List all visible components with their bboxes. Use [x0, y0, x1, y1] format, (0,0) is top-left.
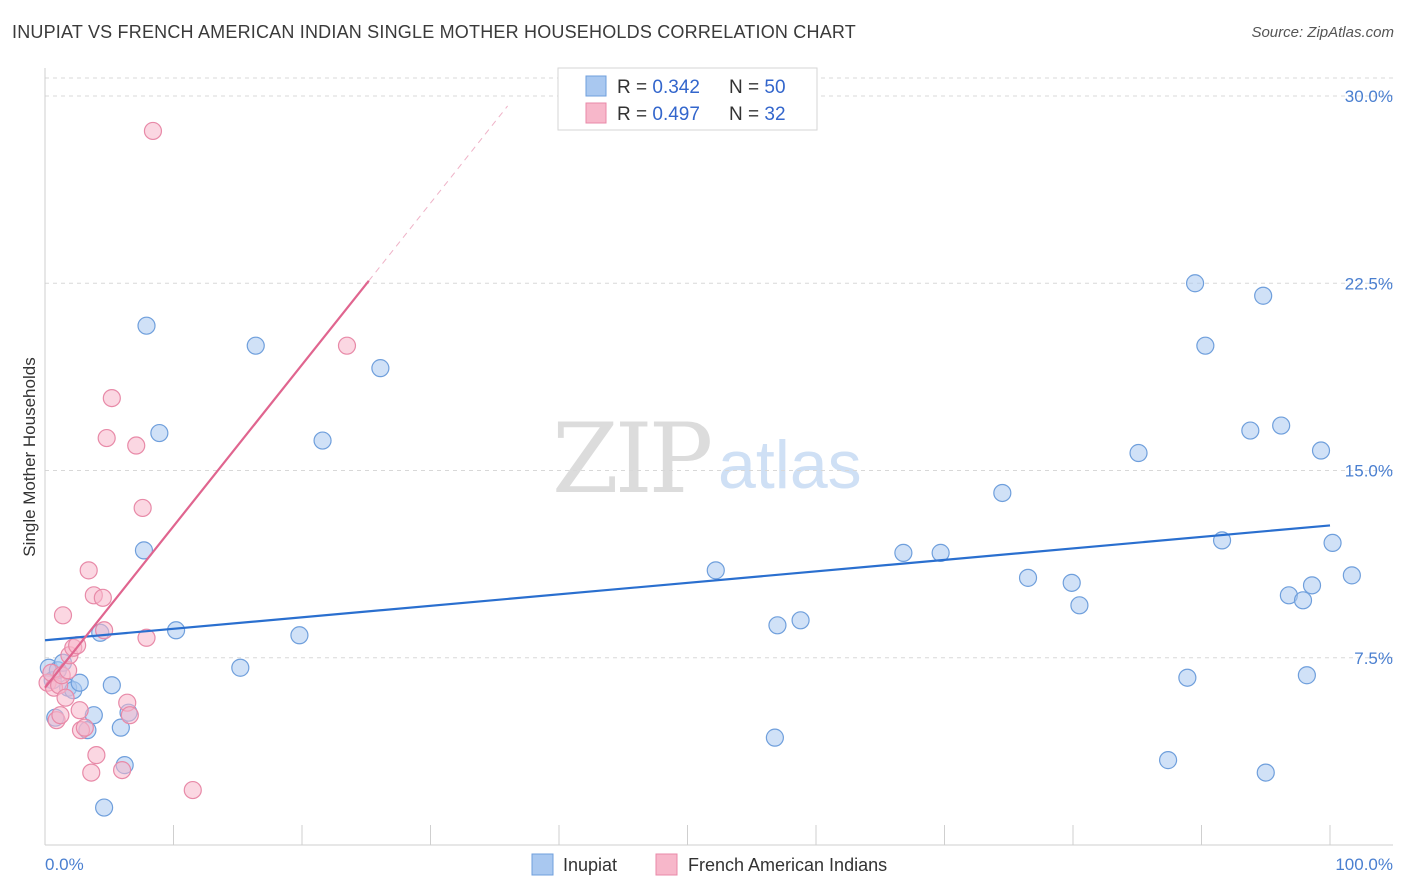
french-american-indians-point — [87, 746, 106, 765]
french-n: N = 32 — [729, 104, 786, 125]
inupiat-point — [1241, 421, 1260, 440]
bottom-legend-french-label: French American Indians — [688, 855, 887, 875]
inupiat-point — [1293, 591, 1313, 610]
french-american-indians-point — [70, 701, 89, 720]
french-american-indians-point — [56, 688, 75, 707]
inupiat-point — [150, 423, 169, 443]
y-tick-label: 22.5% — [1345, 274, 1393, 293]
inupiat-point — [1158, 751, 1178, 770]
bottom-legend-inupiat-swatch — [531, 853, 554, 876]
inupiat-n-value: 50 — [764, 77, 785, 98]
inupiat-point — [1254, 286, 1273, 305]
french-r-value: 0.497 — [652, 104, 700, 125]
chart-source: Source: ZipAtlas.com — [1251, 24, 1394, 41]
y-tick-label: 7.5% — [1354, 649, 1393, 668]
inupiat-point — [231, 658, 250, 677]
y-axis-title: Single Mother Households — [20, 357, 39, 556]
inupiat-point — [1062, 573, 1081, 592]
french-american-indians-point — [143, 121, 163, 141]
inupiat-point — [102, 676, 121, 695]
y-tick-labels: 7.5% 15.0% 22.5% 30.0% — [1345, 87, 1393, 668]
inupiat-point — [1297, 666, 1316, 685]
inupiat-point — [765, 728, 784, 747]
french-american-indians-point — [120, 706, 139, 725]
watermark: ZIP atlas — [552, 403, 862, 515]
x-tick-label-right: 100.0% — [1335, 855, 1393, 874]
bottom-legend-french-swatch — [655, 853, 678, 876]
french-american-indians-point — [75, 718, 94, 737]
bottom-legend-inupiat-label: Inupiat — [563, 855, 617, 875]
inupiat-point — [706, 561, 725, 580]
french-american-indians-point — [82, 763, 101, 782]
french-american-indians-point — [127, 436, 146, 455]
inupiat-point — [931, 543, 950, 562]
y-tick-label: 15.0% — [1345, 462, 1393, 481]
inupiat-legend-swatch — [585, 75, 607, 97]
inupiat-r-label: R = — [617, 77, 652, 98]
inupiat-point — [1323, 533, 1342, 553]
inupiat-point — [768, 616, 787, 635]
inupiat-r-value: 0.342 — [652, 77, 700, 98]
inupiat-point — [1070, 596, 1089, 615]
french-american-indians-point — [102, 388, 121, 408]
watermark-atlas: atlas — [718, 427, 862, 503]
french-american-indians-point — [133, 498, 152, 518]
chart-title: INUPIAT VS FRENCH AMERICAN INDIAN SINGLE… — [12, 22, 856, 42]
stats-legend: R = 0.342 N = 50 R = 0.497 N = 32 — [557, 67, 818, 131]
series-legend: Inupiat French American Indians — [531, 853, 887, 876]
inupiat-stats: R = 0.342 — [617, 77, 700, 98]
inupiat-point — [134, 541, 154, 560]
french-american-indians-point — [59, 661, 78, 680]
inupiat-point — [290, 626, 309, 645]
french-trend-extension — [368, 105, 508, 282]
inupiat-point — [1185, 274, 1205, 293]
inupiat-point — [70, 673, 89, 692]
inupiat-points — [39, 274, 1361, 817]
inupiat-trend-line — [44, 524, 1331, 642]
inupiat-point — [1196, 336, 1215, 355]
inupiat-n-label: N = — [729, 77, 764, 98]
french-american-indians-point — [137, 628, 156, 647]
watermark-zip: ZIP — [552, 403, 711, 515]
french-american-indians-point — [93, 588, 112, 607]
inupiat-point — [1018, 568, 1038, 587]
french-legend-swatch — [585, 102, 607, 124]
inupiat-point — [993, 483, 1012, 503]
french-stats: R = 0.497 — [617, 104, 700, 125]
inupiat-point — [313, 431, 332, 450]
y-tick-label: 30.0% — [1345, 87, 1393, 106]
inupiat-point — [791, 611, 810, 630]
french-n-label: N = — [729, 104, 764, 125]
inupiat-point — [1342, 566, 1361, 585]
x-axis-ticks — [173, 825, 1331, 845]
inupiat-point — [1311, 441, 1331, 460]
inupiat-point — [111, 718, 130, 737]
inupiat-point — [371, 359, 390, 378]
inupiat-point — [1302, 576, 1322, 595]
inupiat-n: N = 50 — [729, 77, 786, 98]
french-r-label: R = — [617, 104, 652, 125]
inupiat-point — [246, 336, 265, 355]
inupiat-point — [137, 316, 156, 335]
inupiat-point — [1256, 763, 1275, 782]
inupiat-point — [894, 543, 913, 562]
french-american-indians-point — [337, 336, 357, 355]
french-american-indians-point — [112, 760, 132, 780]
french-american-indians-point — [183, 780, 202, 800]
inupiat-point — [1129, 443, 1148, 463]
french-trend-line — [44, 280, 370, 689]
french-american-indians-point — [97, 428, 116, 448]
inupiat-point — [95, 798, 114, 817]
french-american-indians-point — [51, 706, 70, 725]
trend-lines — [44, 105, 1331, 689]
inupiat-point — [1272, 416, 1291, 435]
french-american-indians-point — [79, 561, 98, 580]
inupiat-point — [1178, 668, 1197, 687]
french-n-value: 32 — [764, 104, 785, 125]
french-american-indians-points — [38, 121, 357, 800]
x-tick-label-left: 0.0% — [45, 855, 84, 874]
french-american-indians-point — [53, 606, 73, 625]
inupiat-point — [166, 621, 186, 640]
